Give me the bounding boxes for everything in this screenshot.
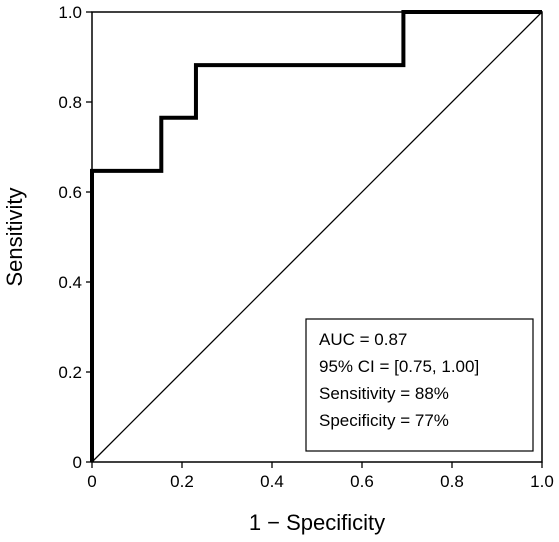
diagonal-reference-line: [91, 11, 543, 463]
annotation-sensitivity: Sensitivity = 88%: [319, 384, 449, 403]
y-tick-label: 0.6: [58, 183, 82, 202]
x-axis-ticks: 0 0.2 0.4 0.6 0.8 1.0: [87, 462, 554, 491]
x-tick-label: 1.0: [530, 472, 554, 491]
annotation-auc: AUC = 0.87: [319, 330, 407, 349]
x-tick-label: 0.4: [260, 472, 284, 491]
y-tick-label: 0: [73, 453, 82, 472]
plot-frame: [91, 11, 543, 463]
y-tick-label: 0.2: [58, 363, 82, 382]
y-tick-label: 1.0: [58, 3, 82, 22]
annotation-box: AUC = 0.87 95% CI = [0.75, 1.00] Sensiti…: [305, 318, 534, 452]
x-tick-label: 0: [87, 472, 96, 491]
x-tick-label: 0.2: [170, 472, 194, 491]
annotation-ci: 95% CI = [0.75, 1.00]: [319, 357, 479, 376]
x-axis-label: 1 − Specificity: [249, 510, 385, 535]
y-axis-ticks: 0 0.2 0.4 0.6 0.8 1.0: [58, 3, 92, 472]
annotation-frame: [305, 318, 534, 452]
x-tick-label: 0.8: [440, 472, 464, 491]
x-tick-label: 0.6: [350, 472, 374, 491]
y-tick-label: 0.8: [58, 93, 82, 112]
annotation-specificity: Specificity = 77%: [319, 411, 449, 430]
roc-curve-line: [90, 10, 542, 462]
y-axis-label: Sensitivity: [2, 187, 27, 286]
y-tick-label: 0.4: [58, 273, 82, 292]
